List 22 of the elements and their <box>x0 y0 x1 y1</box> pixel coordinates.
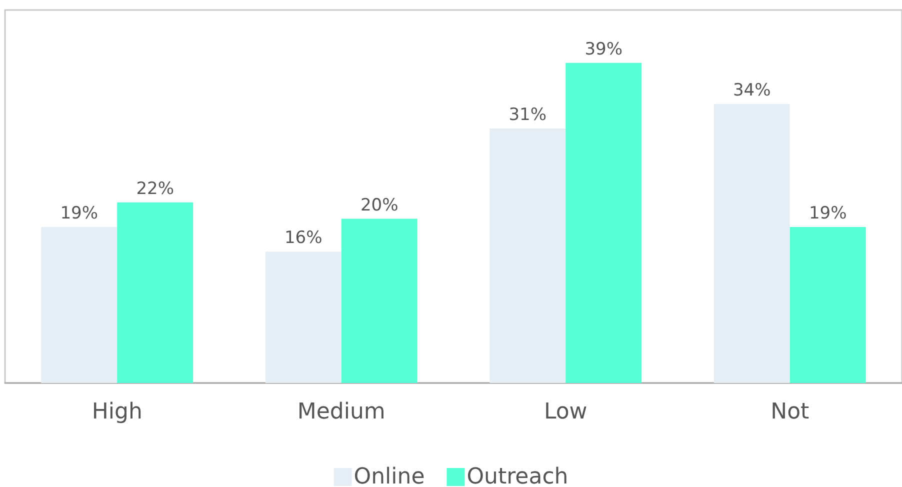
legend-label: Outreach <box>466 464 568 487</box>
legend-label: Online <box>354 464 425 487</box>
data-label: 39% <box>584 39 623 60</box>
data-label: 19% <box>808 204 847 224</box>
data-label: 31% <box>508 105 547 126</box>
bar <box>341 218 418 383</box>
data-label: 19% <box>60 204 98 224</box>
x-tick-label: Medium <box>297 400 386 424</box>
data-label: 22% <box>136 178 174 199</box>
x-tick-label: Low <box>544 400 588 424</box>
bar <box>41 227 118 383</box>
x-tick-label: High <box>92 400 142 424</box>
bar <box>117 202 194 383</box>
data-label: 20% <box>360 195 398 216</box>
bar <box>790 227 866 383</box>
bar <box>490 128 566 383</box>
bar <box>714 104 790 383</box>
x-tick-label: Not <box>770 400 810 424</box>
bar <box>265 252 342 383</box>
data-label: 34% <box>732 80 771 100</box>
data-label: 16% <box>284 228 322 248</box>
bar <box>566 62 642 383</box>
